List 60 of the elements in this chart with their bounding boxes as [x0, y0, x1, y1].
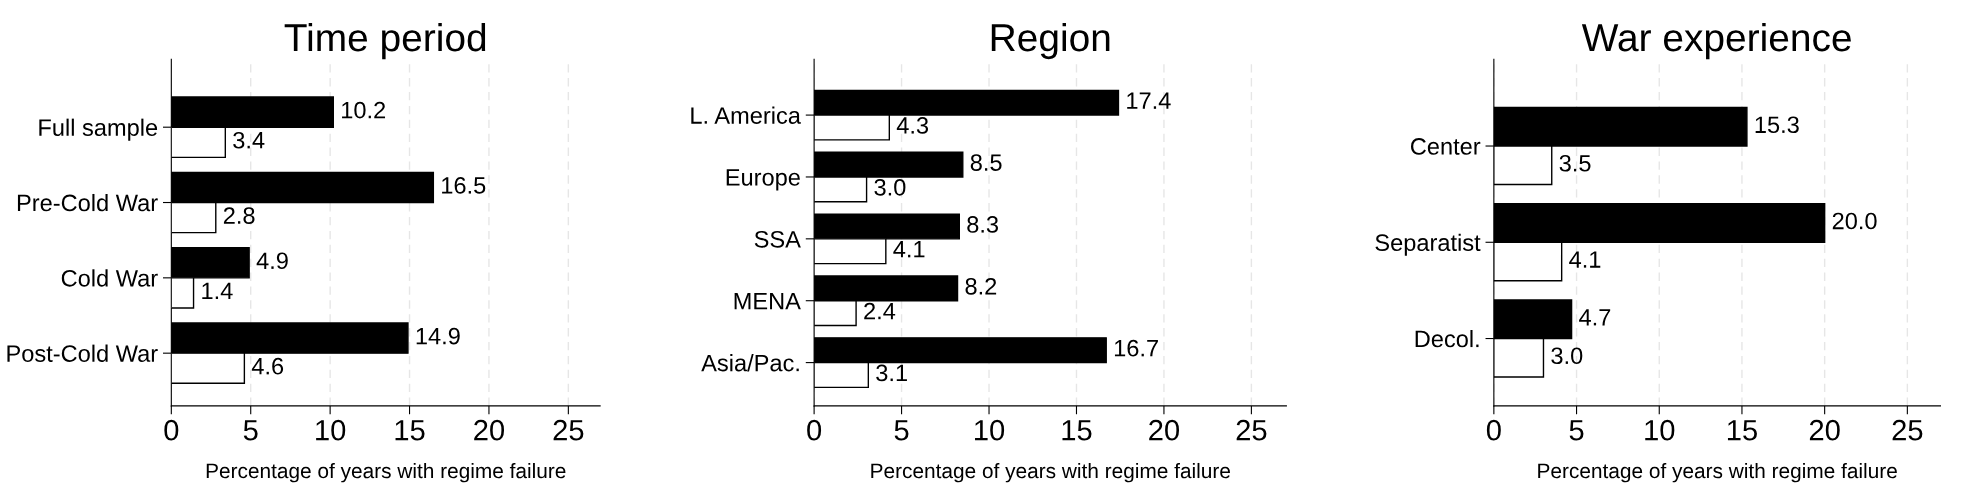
data-label: 3.1	[876, 364, 907, 382]
data-label: 20.0	[1832, 212, 1877, 230]
x-tick-label: 15	[1727, 420, 1757, 441]
chart-title: War experience	[1581, 22, 1851, 60]
x-tick-label: 25	[553, 419, 584, 441]
x-tick-label: 20	[1809, 419, 1840, 441]
data-label: 14.9	[416, 327, 460, 345]
data-label: 4.6	[251, 357, 284, 375]
x-tick-label: 0	[807, 419, 822, 441]
x-tick-label: 10	[975, 419, 1005, 441]
x-axis-title: Percentage of years with regime failure	[871, 462, 1230, 483]
y-tick-label: SSA	[754, 230, 801, 248]
data-label: 10.2	[342, 101, 386, 119]
x-tick-label: 0	[164, 419, 179, 441]
data-label: 4.1	[893, 241, 925, 258]
data-label: 4.7	[1579, 309, 1611, 326]
data-label: 3.5	[1559, 154, 1591, 172]
data-label: 3.0	[1551, 347, 1583, 365]
data-label: 4.1	[1569, 251, 1601, 268]
y-tick-label: Pre-Cold War	[17, 193, 158, 212]
data-label: 2.8	[223, 207, 255, 224]
x-tick-label: 15	[1062, 420, 1092, 441]
x-tick-label: 0	[1486, 419, 1501, 441]
x-tick-label: 10	[1645, 419, 1675, 441]
x-axis-title: Percentage of years with regime failure	[206, 462, 566, 483]
data-label: 1.4	[202, 282, 233, 300]
x-tick-label: 5	[894, 420, 909, 441]
y-tick-label: Post-Cold War	[7, 344, 158, 362]
data-label: 4.3	[896, 117, 929, 134]
data-label: 16.7	[1114, 339, 1158, 357]
y-tick-label: MENA	[734, 293, 801, 310]
data-label: 3.0	[874, 178, 906, 196]
data-label: 16.5	[442, 177, 486, 194]
y-tick-label: Europe	[726, 169, 800, 191]
y-tick-label: Decol.	[1415, 329, 1479, 348]
chart-title: Region	[991, 22, 1110, 60]
data-label: 8.3	[967, 216, 999, 233]
x-tick-label: 25	[1892, 419, 1923, 441]
y-tick-label: Cold War	[61, 269, 158, 287]
data-label: 2.4	[864, 302, 896, 320]
y-tick-label: Full sample	[39, 118, 158, 141]
x-tick-label: 10	[316, 419, 346, 441]
x-tick-label: 25	[1236, 419, 1267, 441]
data-label: 8.2	[965, 277, 997, 295]
y-tick-label: Separatist	[1375, 233, 1481, 256]
data-label: 4.9	[256, 252, 288, 270]
x-axis-title: Percentage of years with regime failure	[1538, 462, 1897, 483]
data-label: 17.4	[1127, 92, 1171, 109]
x-tick-label: 20	[474, 419, 505, 441]
x-tick-label: 5	[243, 420, 258, 441]
data-label: 8.5	[970, 154, 1002, 171]
x-tick-label: 20	[1149, 419, 1180, 441]
y-tick-label: Asia/Pac.	[701, 354, 799, 372]
x-tick-label: 15	[395, 420, 425, 441]
data-label: 15.3	[1755, 116, 1799, 134]
chart-title: Time period	[284, 22, 486, 60]
y-tick-label: Center	[1411, 138, 1481, 155]
x-tick-label: 5	[1569, 420, 1584, 441]
data-label: 3.4	[233, 131, 265, 149]
y-tick-label: L. America	[691, 106, 801, 124]
